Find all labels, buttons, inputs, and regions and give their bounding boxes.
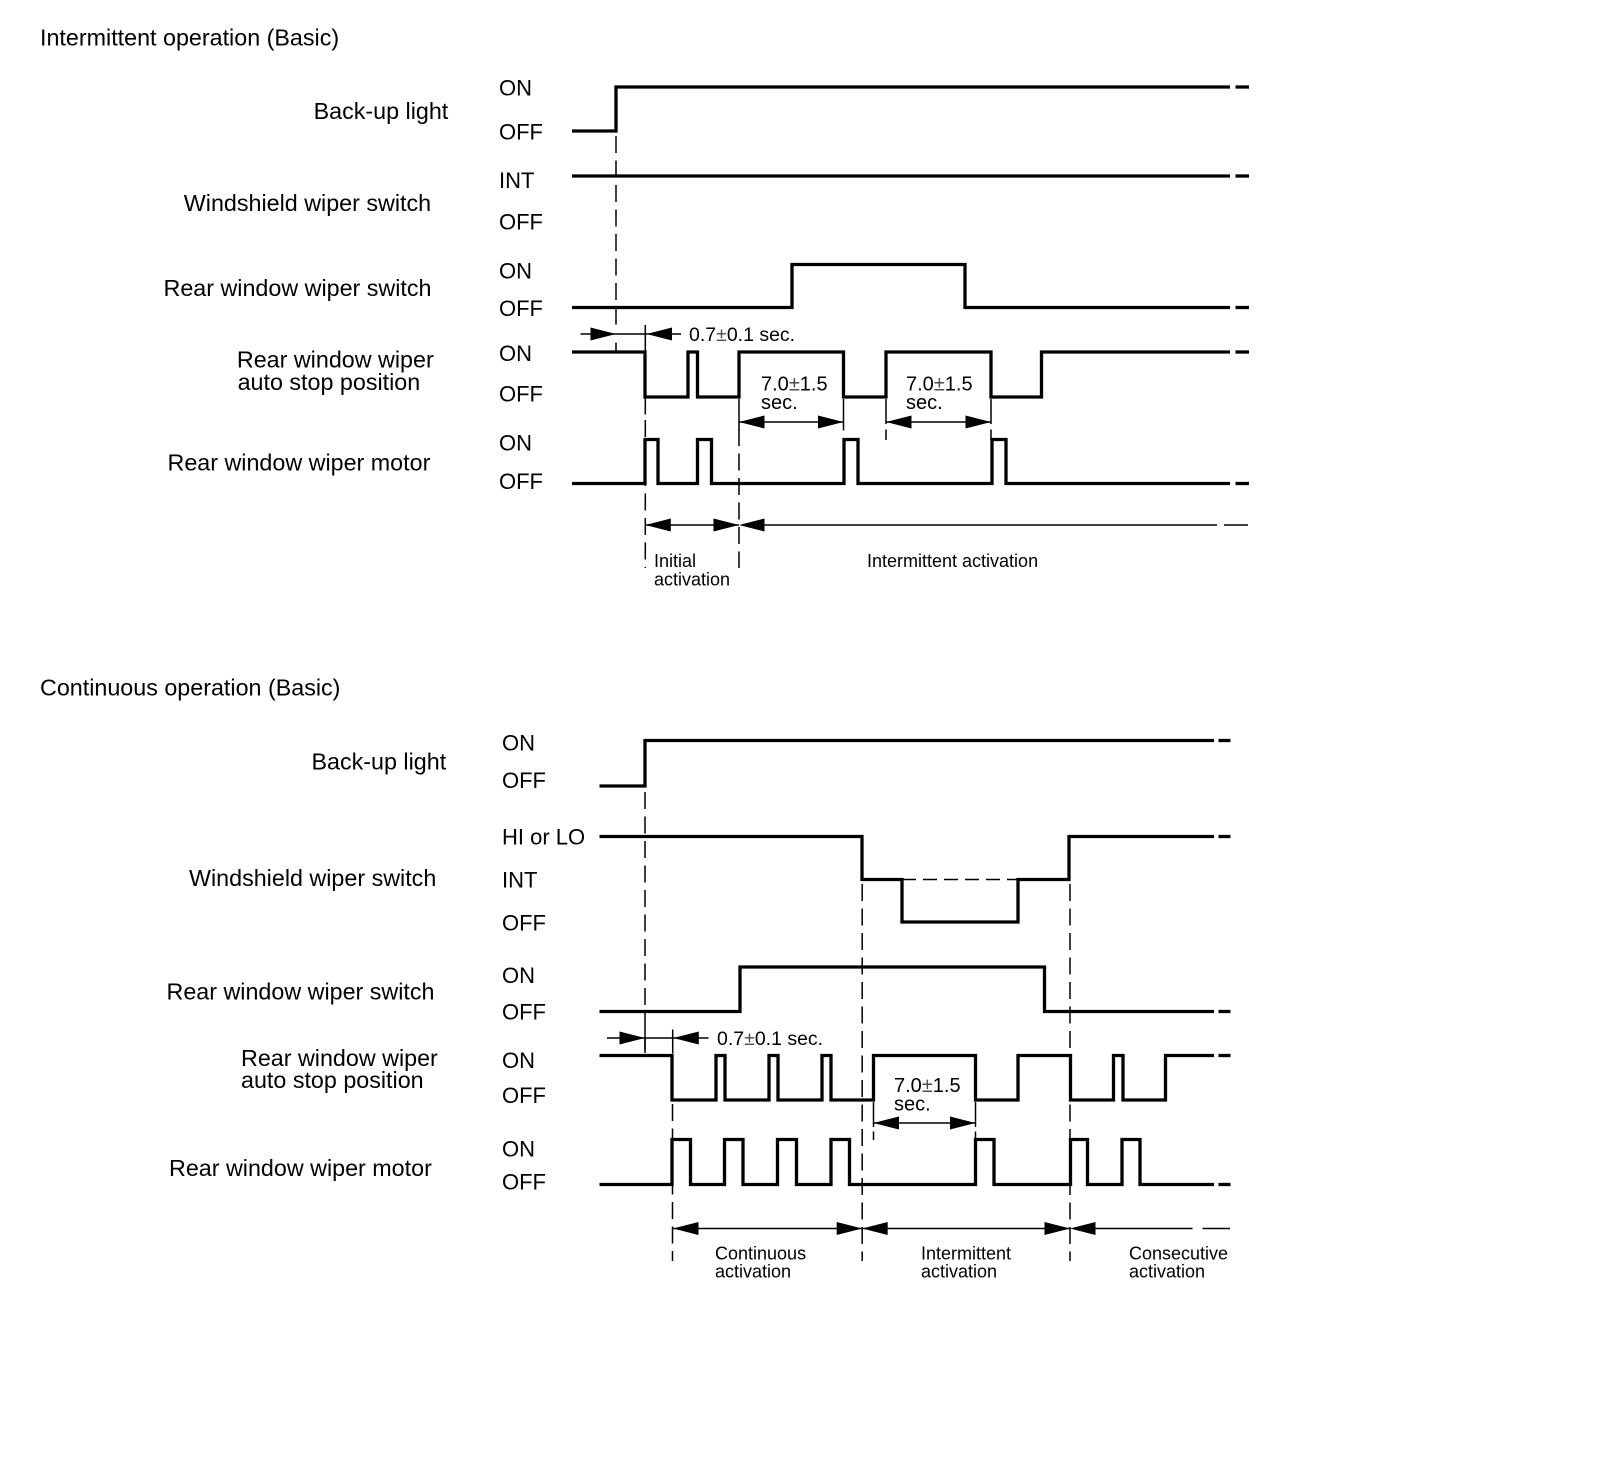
svg-text:Back-up light: Back-up light: [312, 749, 447, 775]
svg-text:ON: ON: [502, 1048, 535, 1073]
svg-text:Rear window wiper motor: Rear window wiper motor: [168, 450, 431, 476]
svg-text:activation: activation: [654, 570, 730, 590]
svg-text:activation: activation: [715, 1262, 791, 1282]
svg-text:Intermittent: Intermittent: [921, 1244, 1011, 1264]
svg-text:OFF: OFF: [499, 210, 543, 235]
svg-text:activation: activation: [921, 1262, 997, 1282]
svg-text:ON: ON: [499, 259, 532, 284]
svg-text:Rear window wiper motor: Rear window wiper motor: [169, 1155, 432, 1181]
svg-text:Windshield wiper switch: Windshield wiper switch: [184, 190, 431, 216]
svg-text:ON: ON: [499, 431, 532, 456]
svg-text:OFF: OFF: [502, 1000, 546, 1025]
svg-text:OFF: OFF: [502, 768, 546, 793]
svg-text:7.0±1.5: 7.0±1.5: [894, 1075, 961, 1097]
svg-text:0.7±0.1 sec.: 0.7±0.1 sec.: [717, 1028, 823, 1050]
svg-text:OFF: OFF: [502, 1170, 546, 1195]
svg-text:Continuous: Continuous: [715, 1244, 806, 1264]
svg-text:Continuous operation (Basic): Continuous operation (Basic): [40, 675, 340, 701]
svg-text:OFF: OFF: [502, 1083, 546, 1108]
svg-text:OFF: OFF: [499, 296, 543, 321]
svg-text:Back-up light: Back-up light: [314, 98, 449, 124]
svg-text:ON: ON: [502, 1137, 535, 1162]
svg-text:ON: ON: [499, 76, 532, 101]
svg-text:7.0±1.5: 7.0±1.5: [761, 374, 828, 396]
svg-text:Intermittent activation: Intermittent activation: [867, 551, 1038, 571]
svg-text:Consecutive: Consecutive: [1129, 1244, 1228, 1264]
svg-text:activation: activation: [1129, 1262, 1205, 1282]
svg-text:Rear window wiper: Rear window wiper: [237, 347, 434, 373]
svg-text:INT: INT: [502, 868, 537, 893]
svg-text:OFF: OFF: [499, 469, 543, 494]
svg-text:Rear window wiper switch: Rear window wiper switch: [164, 275, 432, 301]
svg-text:INT: INT: [499, 168, 534, 193]
svg-text:auto stop position: auto stop position: [238, 369, 421, 395]
svg-text:OFF: OFF: [499, 382, 543, 407]
svg-text:OFF: OFF: [499, 120, 543, 145]
svg-text:sec.: sec.: [906, 392, 943, 414]
svg-text:ON: ON: [499, 341, 532, 366]
svg-text:7.0±1.5: 7.0±1.5: [906, 374, 973, 396]
svg-text:HI or LO: HI or LO: [502, 825, 585, 850]
svg-text:sec.: sec.: [761, 392, 798, 414]
svg-text:ON: ON: [502, 963, 535, 988]
svg-text:Windshield wiper switch: Windshield wiper switch: [189, 865, 436, 891]
svg-text:0.7±0.1 sec.: 0.7±0.1 sec.: [689, 324, 795, 346]
svg-text:ON: ON: [502, 731, 535, 756]
svg-text:auto stop position: auto stop position: [241, 1067, 424, 1093]
svg-text:sec.: sec.: [894, 1094, 931, 1116]
svg-text:Initial: Initial: [654, 551, 696, 571]
svg-text:OFF: OFF: [502, 911, 546, 936]
svg-text:Rear window wiper switch: Rear window wiper switch: [167, 979, 435, 1005]
svg-text:Intermittent operation (Basic): Intermittent operation (Basic): [40, 25, 339, 51]
svg-text:Rear window wiper: Rear window wiper: [241, 1045, 438, 1071]
